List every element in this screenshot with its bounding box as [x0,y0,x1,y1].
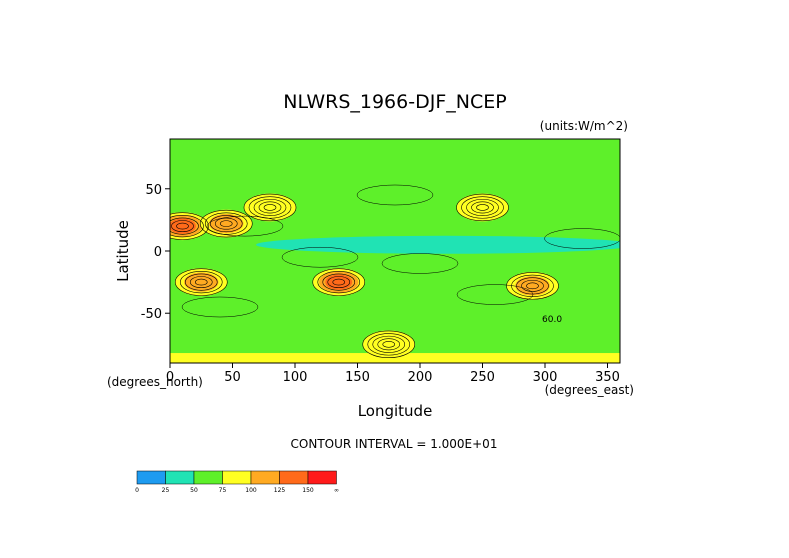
contour-ring [317,271,361,294]
field-feature [200,209,253,238]
contour-ring [377,338,401,351]
contour-ring [194,278,208,286]
contour-ring [521,279,544,292]
colorbar-swatch [193,470,223,485]
contour-ring [322,273,356,291]
colorbar-label: 25 [162,487,170,494]
contour-ring [219,220,233,227]
y-tick-label: 0 [154,245,162,260]
field-feature [456,193,509,222]
contour-ring [456,193,509,222]
colorbar-label: 50 [190,487,198,494]
colorbar-label: 75 [219,487,227,494]
contour-ring [214,217,238,230]
y-tick-label: 50 [145,183,162,198]
contour-ring [179,271,223,294]
contour-annotation: 60.0 [542,315,562,325]
colorbar-label: 0 [135,487,139,494]
colorbar-swatch [222,470,252,485]
x-unit-label: (degrees_east) [545,383,634,397]
colorbar-swatch [279,470,309,485]
contour-ring [466,198,499,216]
contour-ring [248,196,292,219]
colorbar: 0 25 50 75 100 125 150 ∞ [135,470,339,494]
contour-ring [243,193,297,222]
colorbar-swatch [250,470,280,485]
contour-ring [170,217,199,235]
contour-ring [184,273,218,291]
x-tick-label: 300 [533,370,558,385]
x-tick-label: 100 [283,370,308,385]
contour-ring [199,209,253,238]
contour-ring [204,212,248,235]
contour-ring [332,278,346,286]
contour-ring [312,268,366,296]
x-tick-label: 0 [166,370,174,385]
contour-ring [471,201,494,214]
contour-ring [209,215,243,233]
y-unit-label: (degrees_north) [107,375,203,389]
x-tick-label: 150 [345,370,370,385]
x-tick-label: 50 [224,370,241,385]
contour-ring [327,276,351,289]
contour-ring [367,333,411,356]
contour-ring [362,330,416,359]
x-tick-label: 350 [595,370,620,385]
colorbar-swatch [136,470,166,485]
contour-ring [174,268,228,296]
contour-ring [526,282,539,290]
contour-ring [461,196,504,219]
field-band [170,353,620,363]
contour-ring [281,246,359,268]
x-tick-label: 200 [408,370,433,385]
contour-ring [258,201,282,214]
field-feature [244,193,296,222]
colorbar-swatch [307,470,337,485]
chart-title: NLWRS_1966-DJF_NCEP [283,91,506,113]
contour-ring [170,215,204,238]
contour-ring [544,228,620,249]
contour-ring [456,284,534,305]
y-axis-label: Latitude [114,220,132,282]
field-feature [312,268,365,297]
colorbar-label: 100 [245,487,257,494]
field-band [170,139,620,162]
units-label: (units:W/m^2) [540,119,628,133]
axes: 0 50 100 150 200 250 300 350 -50 0 50 [141,183,620,385]
colorbar-label: 125 [274,487,286,494]
x-axis-label: Longitude [358,402,433,420]
x-tick-label: 250 [470,370,495,385]
contour-ring [476,204,489,211]
contour-ring [506,272,559,300]
contour-ring [356,184,434,206]
contour-ring [253,198,287,216]
contour-interval: CONTOUR INTERVAL = 1.000E+01 [291,437,498,451]
contour-ring [382,341,396,348]
plot-area: 60.0 [169,138,621,364]
contour-ring [176,222,189,230]
field-feature [506,271,559,300]
colorbar-label: 150 [302,487,314,494]
contour-ring [206,215,284,237]
field-feature [362,330,415,359]
contour-ring [381,253,459,274]
contour-lines [170,184,620,359]
contour-ring [171,220,194,233]
field-feature [175,268,228,297]
colorbar-label: ∞ [334,487,339,494]
field-tropical-belt [256,235,620,254]
contour-ring [170,212,209,240]
contour-ring [516,277,549,295]
contour-ring [189,276,213,289]
colorbar-swatch [165,470,195,485]
contour-ring [372,335,406,353]
y-tick-label: -50 [141,307,162,322]
contour-ring [181,296,259,318]
contour-ring [263,204,277,211]
